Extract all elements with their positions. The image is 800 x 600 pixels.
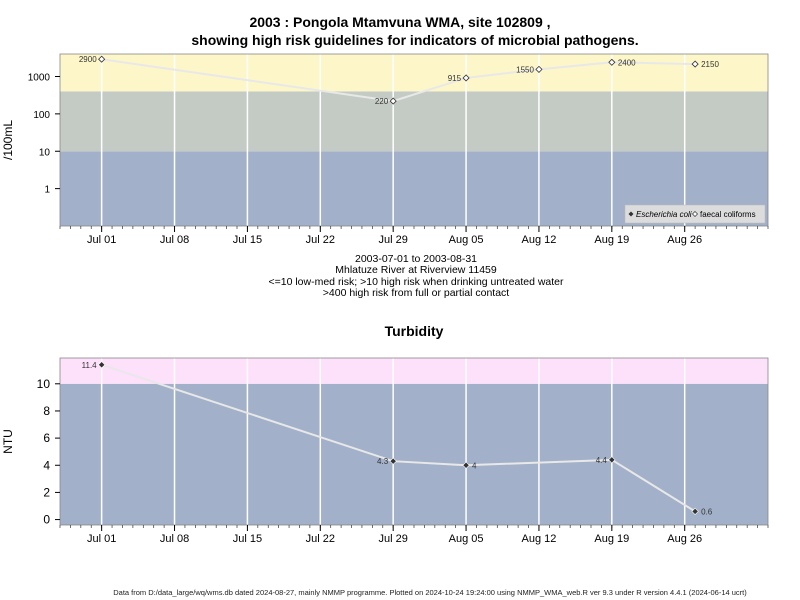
data-point (98, 55, 106, 63)
data-label: 4 (472, 461, 477, 470)
x-tick-label: Jul 01 (87, 234, 116, 246)
series-line (101, 58, 696, 103)
data-point (691, 507, 699, 516)
data-point (608, 456, 616, 464)
data-label: 915 (448, 74, 462, 83)
data-label: 220 (375, 97, 389, 106)
legend-entry: faecal coliforms (700, 210, 756, 219)
risk-band-1 (60, 358, 768, 384)
data-label: 0.6 (701, 507, 713, 516)
data-point (608, 58, 616, 66)
x-tick-label: Aug 05 (449, 234, 484, 246)
y-tick-label: 1000 (28, 73, 51, 84)
x-tick-label: Aug 12 (522, 234, 557, 246)
data-point (535, 65, 543, 73)
x-tick-label: Aug 05 (449, 533, 484, 545)
x-tick-label: Aug 12 (522, 533, 557, 545)
x-tick-label: Jul 15 (233, 533, 262, 545)
x-tick-label: Jul 08 (160, 234, 189, 246)
x-tick-label: Aug 26 (667, 533, 702, 545)
data-point (462, 461, 470, 469)
y-tick-label: 4 (43, 458, 50, 472)
x-tick-label: Jul 22 (306, 234, 335, 246)
data-label: 4.3 (377, 457, 389, 466)
turbidity-title: Turbidity (384, 323, 444, 339)
data-label: 2400 (618, 58, 636, 67)
data-point (691, 60, 699, 68)
chart-title-line-1: 2003 : Pongola Mtamvuna WMA, site 102809… (249, 14, 551, 30)
x-tick-label: Jul 15 (233, 234, 262, 246)
data-label: 4.4 (596, 456, 608, 465)
y-tick-label: 10 (37, 377, 51, 391)
y-tick-label: 10 (39, 147, 51, 158)
data-label: 11.4 (82, 361, 98, 370)
y-tick-label: 1 (44, 185, 50, 196)
legend-entry: Escherichia coli (636, 210, 692, 219)
y-tick-label: 2 (43, 485, 50, 499)
x-tick-label: Jul 22 (306, 533, 335, 545)
data-label: 2900 (79, 55, 97, 64)
y-tick-label: 0 (43, 513, 50, 527)
chart-title-line-2: showing high risk guidelines for indicat… (191, 32, 639, 48)
data-label: 1550 (516, 65, 534, 74)
y-tick-label: 6 (43, 431, 50, 445)
turbidity-chart: Jul 01 Jul 08 Jul 15 Jul 22 Jul 29 Aug 05 Aug … (1, 357, 769, 545)
microbial-chart: Jul 01 Jul 08 Jul 15 Jul 22 Jul 29 Aug 05 Aug … (1, 53, 769, 246)
data-point (389, 97, 397, 105)
data-point (98, 361, 106, 369)
caption-guideline-contact: >400 high risk from full or partial cont… (322, 287, 510, 299)
y-axis-label: /100mL (1, 120, 15, 160)
data-point (462, 74, 470, 82)
y-axis-label: NTU (1, 429, 15, 454)
x-tick-label: Aug 19 (594, 533, 629, 545)
x-tick-label: Aug 26 (667, 234, 702, 246)
caption-site: Mhlatuze River at Riverview 11459 (335, 264, 497, 276)
data-point (389, 457, 397, 465)
x-tick-label: Aug 19 (594, 234, 629, 246)
risk-band-1 (60, 91, 768, 152)
x-tick-label: Jul 01 (87, 533, 116, 545)
data-label: 2150 (701, 60, 719, 69)
legend-marker-filled-diamond (628, 211, 634, 217)
legend: Escherichia coli faecal coliforms (624, 204, 766, 224)
caption-guideline-drinking: <=10 low-med risk; >10 high risk when dr… (268, 276, 564, 288)
x-tick-label: Jul 08 (160, 533, 189, 545)
legend-marker-open-diamond (692, 211, 698, 217)
y-tick-label: 8 (43, 404, 50, 418)
x-tick-label: Jul 29 (378, 533, 407, 545)
x-tick-label: Jul 29 (378, 234, 407, 246)
y-tick-label: 100 (33, 110, 50, 121)
risk-band-2 (60, 54, 768, 92)
footer-note: Data from D:/data_large/wq/wms.db dated … (113, 588, 747, 597)
risk-band-0 (60, 383, 768, 525)
caption-date-range: 2003-07-01 to 2003-08-31 (354, 253, 477, 265)
